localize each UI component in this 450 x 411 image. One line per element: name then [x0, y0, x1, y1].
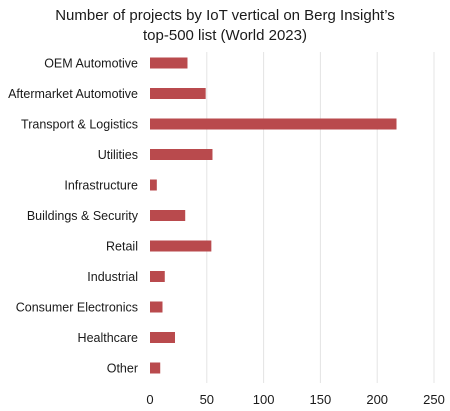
x-tick-label: 0: [146, 392, 153, 407]
category-label: OEM Automotive: [44, 57, 138, 71]
bars: [150, 57, 397, 374]
bar-consumer-electronics: [150, 301, 163, 313]
bar-buildings-security: [150, 210, 186, 221]
bar-transport-logistics: [150, 118, 397, 130]
category-labels: OEM Automotive Aftermarket Automotive Tran…: [8, 57, 139, 376]
x-tick-label: 150: [310, 392, 332, 407]
bar-retail: [150, 240, 212, 252]
x-tick-labels: 0 50 100 150 200 250: [146, 392, 444, 407]
gridlines: [206, 52, 435, 383]
chart-title-line-2: top-500 list (World 2023): [143, 27, 307, 44]
bar-utilities: [150, 149, 213, 160]
bar-infrastructure: [150, 179, 157, 191]
category-label: Infrastructure: [64, 179, 138, 193]
category-label: Buildings & Security: [27, 209, 139, 223]
category-label: Industrial: [87, 270, 138, 284]
x-tick-label: 250: [423, 392, 445, 407]
category-label: Consumer Electronics: [16, 301, 138, 315]
x-tick-label: 100: [253, 392, 275, 407]
bar-oem-automotive: [150, 57, 188, 69]
bar-industrial: [150, 271, 165, 282]
chart-title-line-1: Number of projects by IoT vertical on Be…: [55, 7, 395, 24]
chart-title: Number of projects by IoT vertical on Be…: [0, 6, 450, 46]
x-tick-label: 50: [200, 392, 214, 407]
category-label: Transport & Logistics: [21, 118, 138, 132]
category-label: Other: [107, 362, 138, 376]
category-label: Healthcare: [78, 331, 138, 345]
x-tick-label: 200: [366, 392, 388, 407]
bar-other: [150, 362, 161, 374]
category-label: Utilities: [98, 148, 138, 162]
category-label: Retail: [106, 240, 138, 254]
category-label: Aftermarket Automotive: [8, 87, 138, 101]
bar-healthcare: [150, 332, 175, 343]
bar-aftermarket-automotive: [150, 88, 206, 99]
